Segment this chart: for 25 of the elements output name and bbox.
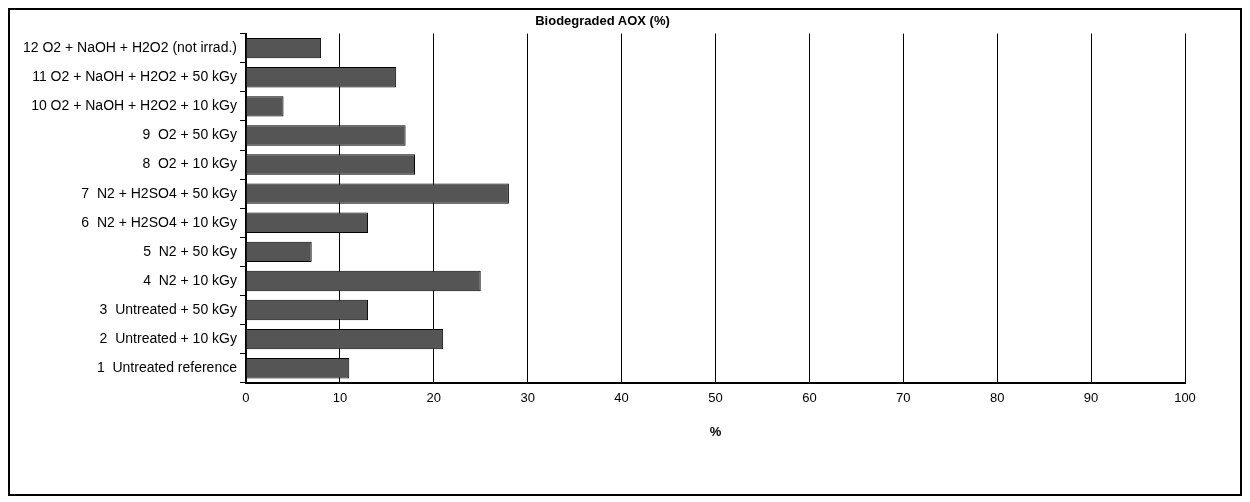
y-tick-label: 10 O2 + NaOH + H2O2 + 10 kGy: [31, 97, 237, 114]
y-tick-label: 5 N2 + 50 kGy: [143, 242, 237, 259]
x-tick-label: 100: [1174, 390, 1196, 406]
x-tick-label: 60: [802, 390, 817, 406]
chart-title: Biodegraded AOX (%): [535, 13, 670, 29]
y-tick-label: 12 O2 + NaOH + H2O2 (not irrad.): [22, 39, 237, 56]
x-tick-label: 40: [614, 390, 629, 406]
y-tick-label: 4 N2 + 10 kGy: [143, 271, 237, 288]
y-tick-label: 7 N2 + H2SO4 + 50 kGy: [81, 184, 237, 201]
y-tick-label: 1 Untreated reference: [96, 359, 238, 376]
y-tick-label: 2 Untreated + 10 kGy: [99, 330, 237, 347]
y-tick-label: 8 O2 + 10 kGy: [142, 155, 237, 172]
x-tick-label: 50: [708, 390, 723, 406]
y-tick-label: 11 O2 + NaOH + H2O2 + 50 kGy: [32, 68, 237, 85]
x-tick-label: 80: [989, 390, 1005, 406]
x-tick-label: 10: [332, 390, 348, 406]
x-tick-label: 90: [1083, 390, 1099, 406]
x-axis-title: %: [709, 423, 722, 439]
x-tick-label: 0: [242, 390, 250, 406]
y-tick-label: 9 O2 + 50 kGy: [142, 126, 237, 143]
y-tick-label: 3 Untreated + 50 kGy: [99, 300, 237, 317]
y-tick-label: 6 N2 + H2SO4 + 10 kGy: [81, 213, 237, 230]
x-tick-label: 20: [426, 390, 442, 406]
x-tick-label: 30: [520, 390, 535, 406]
x-tick-label: 70: [896, 390, 911, 406]
